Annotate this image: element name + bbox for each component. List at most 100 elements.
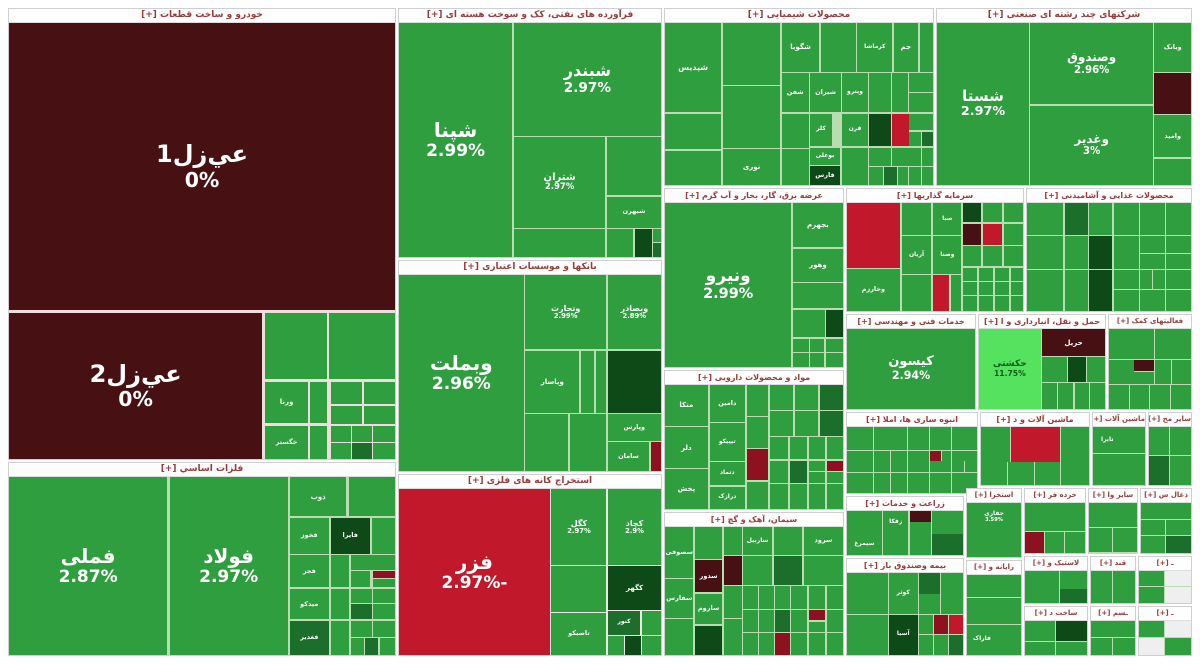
treemap-tile[interactable]: [847, 427, 873, 451]
sector-header-felezat[interactable]: فلزات اساسي [+]: [9, 463, 395, 477]
sector-header-siman[interactable]: سیمان، آهک و گچ [+]: [665, 513, 843, 527]
treemap-tile[interactable]: [1025, 588, 1060, 603]
treemap-tile[interactable]: [1140, 253, 1165, 269]
treemap-tile[interactable]: [993, 533, 1021, 557]
treemap-tile[interactable]: [1154, 73, 1191, 114]
treemap-tile[interactable]: [1134, 360, 1155, 372]
treemap-tile[interactable]: [1074, 395, 1089, 409]
treemap-tile[interactable]: [330, 405, 363, 425]
treemap-tile[interactable]: ورنا: [265, 381, 308, 424]
treemap-tile[interactable]: حریل: [1042, 329, 1105, 357]
treemap-tile[interactable]: [722, 86, 781, 148]
treemap-tile[interactable]: [723, 556, 742, 585]
treemap-tile[interactable]: [1058, 382, 1074, 395]
treemap-tile[interactable]: [1042, 357, 1068, 382]
treemap-tile[interactable]: [918, 573, 940, 594]
treemap-tile[interactable]: [379, 638, 395, 655]
treemap-tile[interactable]: عي‌زل2 0%: [9, 313, 263, 459]
treemap-tile[interactable]: بوعلی: [810, 147, 840, 165]
treemap-tile[interactable]: [792, 309, 825, 338]
treemap-tile[interactable]: [365, 638, 379, 655]
treemap-tile[interactable]: [607, 228, 634, 257]
treemap-tile[interactable]: [1003, 246, 1023, 266]
treemap-tile[interactable]: [826, 339, 843, 353]
treemap-tile[interactable]: [1113, 589, 1135, 603]
treemap-tile[interactable]: [770, 411, 794, 436]
treemap-tile[interactable]: [775, 585, 790, 609]
treemap-tile[interactable]: [1087, 357, 1105, 382]
treemap-tile[interactable]: شبندر 2.97%: [513, 23, 661, 136]
treemap-tile[interactable]: [1154, 159, 1191, 185]
treemap-tile[interactable]: ونیرو 2.99%: [665, 203, 792, 367]
sector-header-khodro[interactable]: خودرو و ساخت قطعات [+]: [9, 9, 395, 23]
treemap-tile[interactable]: [1064, 531, 1085, 553]
sector-header-sakht-dastgah[interactable]: ساخت د [+]: [1025, 607, 1087, 621]
treemap-tile[interactable]: [963, 281, 978, 295]
treemap-tile[interactable]: [1003, 223, 1023, 246]
treemap-tile[interactable]: [265, 313, 328, 379]
treemap-tile[interactable]: [1170, 385, 1191, 409]
treemap-tile[interactable]: آریان: [901, 236, 932, 275]
treemap-tile[interactable]: [791, 633, 808, 655]
treemap-tile[interactable]: [595, 350, 606, 413]
treemap-tile[interactable]: فزر -2.97%: [399, 489, 550, 655]
treemap-tile[interactable]: [930, 461, 951, 472]
treemap-tile[interactable]: [979, 267, 994, 281]
treemap-tile[interactable]: [1091, 589, 1113, 603]
treemap-tile[interactable]: [952, 450, 977, 461]
treemap-tile[interactable]: [373, 621, 395, 638]
treemap-tile[interactable]: [874, 472, 890, 493]
treemap-tile[interactable]: [525, 413, 569, 471]
sector-header-haml-naghl[interactable]: حمل و نقل، انبارداری و ا [+]: [979, 315, 1105, 329]
treemap-tile[interactable]: کگهر: [608, 566, 661, 610]
treemap-tile[interactable]: [310, 381, 328, 424]
treemap-tile[interactable]: [909, 131, 921, 147]
treemap-tile[interactable]: [874, 450, 890, 472]
treemap-tile[interactable]: فملی 2.87%: [9, 477, 168, 655]
treemap-tile[interactable]: [351, 425, 372, 442]
treemap-tile[interactable]: [965, 461, 977, 472]
treemap-tile[interactable]: [1089, 503, 1137, 527]
treemap-tile[interactable]: [930, 450, 941, 461]
treemap-tile[interactable]: [363, 405, 395, 425]
treemap-tile[interactable]: درازک: [709, 486, 746, 509]
treemap-tile[interactable]: [918, 614, 933, 635]
treemap-tile[interactable]: [1068, 357, 1087, 382]
treemap-tile[interactable]: تایرا: [1093, 427, 1122, 454]
treemap-tile[interactable]: [1122, 453, 1145, 485]
treemap-tile[interactable]: [1165, 638, 1191, 655]
treemap-tile[interactable]: وبصادر 2.89%: [607, 275, 661, 350]
treemap-tile[interactable]: صبا: [933, 203, 962, 236]
treemap-tile[interactable]: نوری: [722, 149, 781, 185]
treemap-tile[interactable]: [1166, 536, 1191, 553]
treemap-tile[interactable]: [809, 484, 826, 509]
treemap-tile[interactable]: زفکا: [882, 511, 909, 534]
treemap-tile[interactable]: حکشتی 11.75%: [979, 329, 1041, 409]
sector-header-sayer-vasete[interactable]: سایر وا [+]: [1089, 489, 1137, 503]
treemap-tile[interactable]: [652, 228, 661, 243]
treemap-tile[interactable]: وبملت 2.96%: [399, 275, 524, 471]
treemap-tile[interactable]: سرود: [803, 527, 843, 556]
treemap-tile[interactable]: [770, 484, 788, 509]
treemap-tile[interactable]: [981, 427, 1011, 462]
treemap-tile[interactable]: [1166, 203, 1191, 236]
treemap-tile[interactable]: متکا: [665, 385, 708, 426]
treemap-tile[interactable]: [826, 460, 843, 471]
treemap-tile[interactable]: دامین: [709, 385, 746, 423]
sector-header-bimeh[interactable]: بیمه وصندوق باز [+]: [847, 559, 963, 573]
treemap-tile[interactable]: کوثر: [888, 573, 918, 614]
treemap-tile[interactable]: شستا 2.97%: [937, 23, 1029, 185]
treemap-tile[interactable]: [820, 23, 856, 72]
treemap-tile[interactable]: [650, 442, 661, 471]
treemap-tile[interactable]: [329, 313, 395, 379]
sector-header-zeraat[interactable]: زراعت و خدمات [+]: [847, 497, 963, 511]
treemap-tile[interactable]: [1044, 531, 1064, 553]
treemap-tile[interactable]: [909, 522, 931, 534]
treemap-tile[interactable]: [1042, 382, 1058, 395]
treemap-tile[interactable]: [826, 309, 843, 338]
treemap-tile[interactable]: [803, 556, 843, 585]
treemap-tile[interactable]: [1089, 269, 1113, 311]
treemap-tile[interactable]: [743, 610, 758, 632]
treemap-tile[interactable]: [908, 461, 929, 472]
treemap-tile[interactable]: [1025, 571, 1060, 589]
